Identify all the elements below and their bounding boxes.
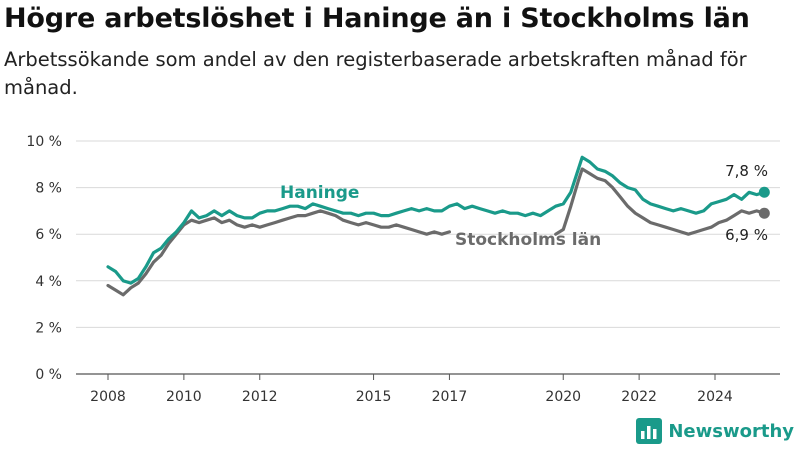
haninge-line — [106, 155, 766, 285]
series-lines — [106, 155, 770, 297]
y-tick-label: 2 % — [35, 320, 62, 336]
x-tick-label: 2015 — [356, 389, 392, 405]
stockholms-lan-end-value: 6,9 % — [725, 226, 768, 244]
haninge-end-value: 7,8 % — [725, 162, 768, 180]
newsworthy-logo: Newsworthy — [636, 418, 794, 444]
x-tick-label: 2010 — [166, 389, 202, 405]
series-labels: Haninge Stockholms län 7,8 % 6,9 % — [280, 162, 768, 250]
stockholms-lan-end-point — [758, 207, 770, 219]
x-tick-label: 2017 — [432, 389, 468, 405]
haninge-label: Haninge — [280, 183, 359, 203]
x-axis-ticks: 2008 2010 2012 2015 2017 2020 2022 2024 — [90, 374, 733, 405]
haninge-end-point — [758, 186, 770, 198]
y-tick-label: 0 % — [35, 367, 62, 383]
stockholms-lan-line — [106, 209, 451, 297]
chart-title: Högre arbetslöshet i Haninge än i Stockh… — [4, 3, 750, 34]
x-tick-label: 2008 — [90, 389, 126, 405]
bar-chart-logo-icon — [636, 418, 663, 444]
x-tick-label: 2024 — [697, 389, 733, 405]
gridlines — [76, 140, 780, 375]
chart-subtitle: Arbetssökande som andel av den registerb… — [4, 48, 747, 99]
x-tick-label: 2012 — [242, 389, 278, 405]
x-tick-label: 2022 — [621, 389, 657, 405]
y-tick-label: 6 % — [35, 227, 62, 243]
brand-name: Newsworthy — [668, 420, 794, 442]
y-axis-ticks: 0 % 2 % 4 % 6 % 8 % 10 % — [26, 134, 62, 383]
stockholms-lan-label: Stockholms län — [455, 230, 601, 250]
y-tick-label: 4 % — [35, 274, 62, 290]
x-tick-label: 2020 — [545, 389, 581, 405]
y-tick-label: 10 % — [26, 134, 62, 150]
stockholms-lan-line — [554, 167, 766, 236]
y-tick-label: 8 % — [35, 181, 62, 197]
